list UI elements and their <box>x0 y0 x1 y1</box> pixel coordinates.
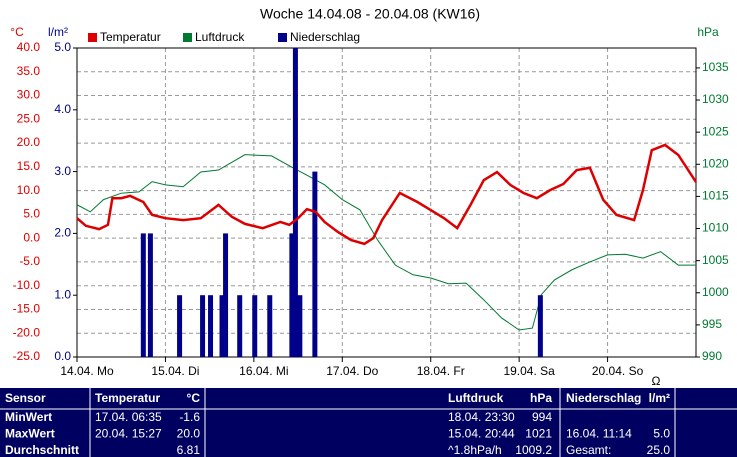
table-cell: 20.0 <box>177 427 201 441</box>
y2-axis-label: hPa <box>697 25 719 39</box>
y-tick-label: 40.0 <box>17 40 41 54</box>
x-tick-label: 18.04. Fr <box>417 364 465 378</box>
y-tick-label: 35.0 <box>17 64 41 78</box>
x-tick-label: 20.04. So <box>592 364 644 378</box>
table-header: Niederschlag <box>566 391 641 405</box>
legend-swatch <box>183 33 192 42</box>
y2-tick-label: 1030 <box>702 92 729 106</box>
bar <box>252 295 258 357</box>
bar <box>289 233 295 357</box>
chart-title: Woche 14.04.08 - 20.04.08 (KW16) <box>260 6 480 22</box>
table-cell: 1021 <box>525 427 552 441</box>
table-header: Luftdruck <box>448 391 504 405</box>
series-line <box>76 143 698 246</box>
y2-tick-label: 1005 <box>702 253 729 267</box>
y2-tick-label: 1010 <box>702 221 729 235</box>
y3-tick-label: 3.0 <box>54 164 71 178</box>
y3-tick-label: 1.0 <box>54 287 71 301</box>
y3-tick-label: 0.0 <box>54 349 71 363</box>
table-cell: Gesamt: <box>566 443 611 457</box>
table-cell: 17.04. 06:35 <box>95 410 162 424</box>
y-tick-label: -20.0 <box>13 325 41 339</box>
y-tick-label: 30.0 <box>17 88 41 102</box>
bar <box>292 48 298 357</box>
bar <box>200 295 206 357</box>
table-cell: 16.04. 11:14 <box>566 427 632 441</box>
y3-tick-label: 2.0 <box>54 226 71 240</box>
legend-label: Temperatur <box>100 30 161 44</box>
y-tick-label: -5.0 <box>19 254 40 268</box>
x-tick-label: 15.04. Di <box>151 364 199 378</box>
legend-swatch <box>278 33 287 42</box>
table-cell: 25.0 <box>647 443 671 457</box>
y-tick-label: 20.0 <box>17 135 41 149</box>
table-cell: MaxWert <box>5 427 55 441</box>
y-tick-label: 5.0 <box>23 207 40 221</box>
y2-tick-label: 1025 <box>702 124 729 138</box>
x-tick-label: 14.04. Mo <box>60 364 114 378</box>
y-tick-label: 25.0 <box>17 111 41 125</box>
bar <box>177 295 183 357</box>
legend-label: Luftdruck <box>195 30 245 44</box>
bar <box>267 295 273 357</box>
y-tick-label: 10.0 <box>17 183 41 197</box>
y2-tick-label: 1020 <box>702 156 729 170</box>
bar <box>208 295 214 357</box>
y2-tick-label: 995 <box>702 317 722 331</box>
table-cell: 6.81 <box>177 443 201 457</box>
y3-tick-label: 4.0 <box>54 102 71 116</box>
bar <box>223 233 229 357</box>
x-tick-label: 17.04. Do <box>326 364 378 378</box>
bar <box>297 295 303 357</box>
y-tick-label: -15.0 <box>13 302 41 316</box>
table-header: °C <box>187 391 201 405</box>
table-header: Sensor <box>5 391 46 405</box>
table-cell: 18.04. 23:30 <box>448 410 515 424</box>
table-header: Temperatur <box>95 391 160 405</box>
y-tick-label: -25.0 <box>13 349 41 363</box>
y-tick-label: 0.0 <box>23 230 40 244</box>
bar <box>219 295 225 357</box>
table-cell: -1.6 <box>179 410 200 424</box>
series-line <box>76 154 696 331</box>
y-tick-label: -10.0 <box>13 278 41 292</box>
annotation: Ω <box>652 374 661 388</box>
y-tick-label: 15.0 <box>17 159 41 173</box>
plot-border <box>76 47 697 358</box>
y2-tick-label: 1000 <box>702 285 729 299</box>
legend-label: Niederschlag <box>290 30 360 44</box>
legend-swatch <box>88 33 97 42</box>
bar <box>537 295 543 357</box>
y3-tick-label: 5.0 <box>54 40 71 54</box>
table-cell: 5.0 <box>653 427 670 441</box>
table-cell: Durchschnitt <box>5 443 79 457</box>
table-cell: ^1.8hPa/h <box>448 443 502 457</box>
table-background <box>0 388 737 457</box>
x-tick-label: 16.04. Mi <box>239 364 288 378</box>
y2-tick-label: 990 <box>702 349 722 363</box>
table-cell: 20.04. 15:27 <box>95 427 162 441</box>
table-cell: 1009.2 <box>515 443 552 457</box>
table-cell: 994 <box>532 410 552 424</box>
table-header: l/m² <box>649 391 670 405</box>
y3-axis-label: l/m² <box>48 25 68 39</box>
y2-tick-label: 1015 <box>702 189 729 203</box>
table-cell: MinWert <box>5 410 52 424</box>
bar <box>237 295 243 357</box>
table-header: hPa <box>530 391 552 405</box>
y-axis-label: °C <box>10 25 24 39</box>
y2-tick-label: 1035 <box>702 60 729 74</box>
table-cell: 15.04. 20:44 <box>448 427 515 441</box>
bar <box>147 233 153 357</box>
bar <box>140 233 146 357</box>
bar <box>312 171 318 357</box>
x-tick-label: 19.04. Sa <box>503 364 555 378</box>
